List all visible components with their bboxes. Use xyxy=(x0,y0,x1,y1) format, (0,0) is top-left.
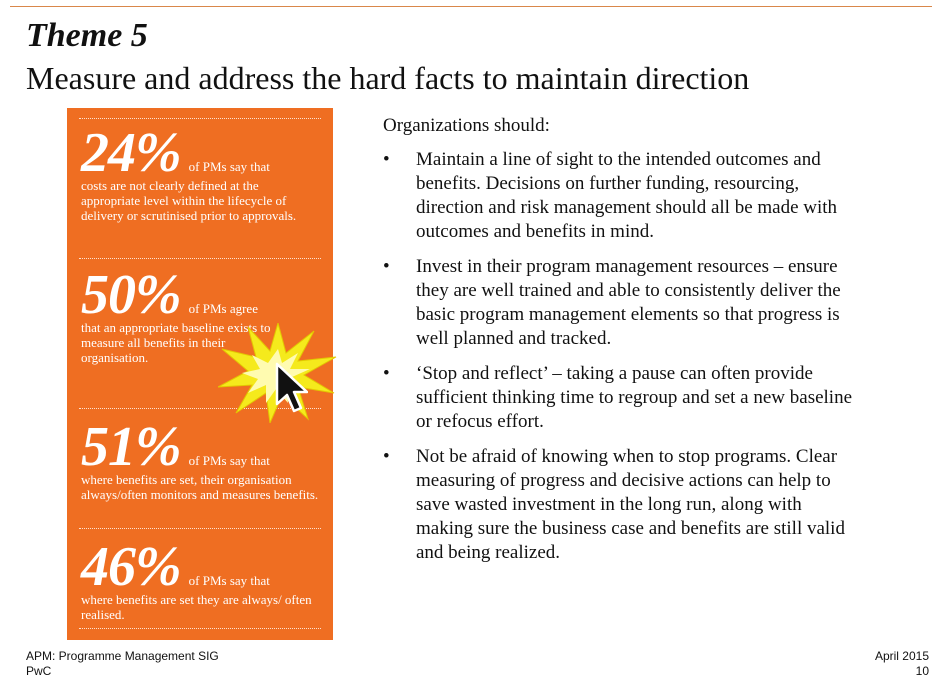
stat-description: costs are not clearly defined at the app… xyxy=(81,178,297,223)
stat-percent: 24% xyxy=(81,122,182,184)
footer-right: April 2015 10 xyxy=(875,649,929,679)
list-item: • Not be afraid of knowing when to stop … xyxy=(383,445,863,565)
stat-block-costs: 24% of PMs say that costs are not clearl… xyxy=(81,125,321,223)
stat-description: where benefits are set, their organisati… xyxy=(81,472,319,502)
list-item: • Invest in their program management res… xyxy=(383,255,863,351)
bullet-icon: • xyxy=(383,256,390,277)
footer-source: APM: Programme Management SIG xyxy=(26,649,219,663)
dotted-divider xyxy=(79,628,321,629)
page-number: 10 xyxy=(915,664,929,678)
list-item-text: Not be afraid of knowing when to stop pr… xyxy=(416,446,845,563)
stat-description: that an appropriate baseline exists to m… xyxy=(81,320,271,365)
recommendations: Organizations should: • Maintain a line … xyxy=(383,114,863,576)
mouse-pointer-icon xyxy=(275,362,308,413)
stat-lead-text: of PMs agree xyxy=(188,301,258,316)
page-title: Measure and address the hard facts to ma… xyxy=(26,60,750,96)
stat-lead-text: of PMs say that xyxy=(188,159,270,174)
bullet-icon: • xyxy=(383,363,390,384)
stat-lead-text: of PMs say that xyxy=(188,453,270,468)
stat-percent: 50% xyxy=(81,264,182,326)
footer-date: April 2015 xyxy=(874,649,929,663)
dotted-divider xyxy=(79,118,321,119)
stat-percent: 46% xyxy=(81,536,182,598)
stat-block-realised: 46% of PMs say that where benefits are s… xyxy=(81,539,321,622)
stat-description: where benefits are set they are always/ … xyxy=(81,592,312,622)
top-divider xyxy=(10,6,932,7)
bullet-icon: • xyxy=(383,149,390,170)
theme-label: Theme 5 xyxy=(26,17,148,54)
list-item: • Maintain a line of sight to the intend… xyxy=(383,148,863,244)
stat-block-monitoring: 51% of PMs say that where benefits are s… xyxy=(81,419,321,502)
list-item-text: ‘Stop and reflect’ – taking a pause can … xyxy=(416,363,853,432)
footer-brand: PwC xyxy=(26,664,52,678)
list-item-text: Maintain a line of sight to the intended… xyxy=(416,149,838,242)
dotted-divider xyxy=(79,528,321,529)
footer-left: APM: Programme Management SIG PwC xyxy=(26,649,219,679)
dotted-divider xyxy=(79,408,321,409)
dotted-divider xyxy=(79,258,321,259)
list-item: • ‘Stop and reflect’ – taking a pause ca… xyxy=(383,362,863,434)
recommendation-list: • Maintain a line of sight to the intend… xyxy=(383,148,863,565)
stat-block-baseline: 50% of PMs agree that an appropriate bas… xyxy=(81,267,321,365)
stat-lead-text: of PMs say that xyxy=(188,573,270,588)
bullet-icon: • xyxy=(383,446,390,467)
recommendations-intro: Organizations should: xyxy=(383,115,550,136)
list-item-text: Invest in their program management resou… xyxy=(416,256,841,349)
stat-percent: 51% xyxy=(81,416,182,478)
